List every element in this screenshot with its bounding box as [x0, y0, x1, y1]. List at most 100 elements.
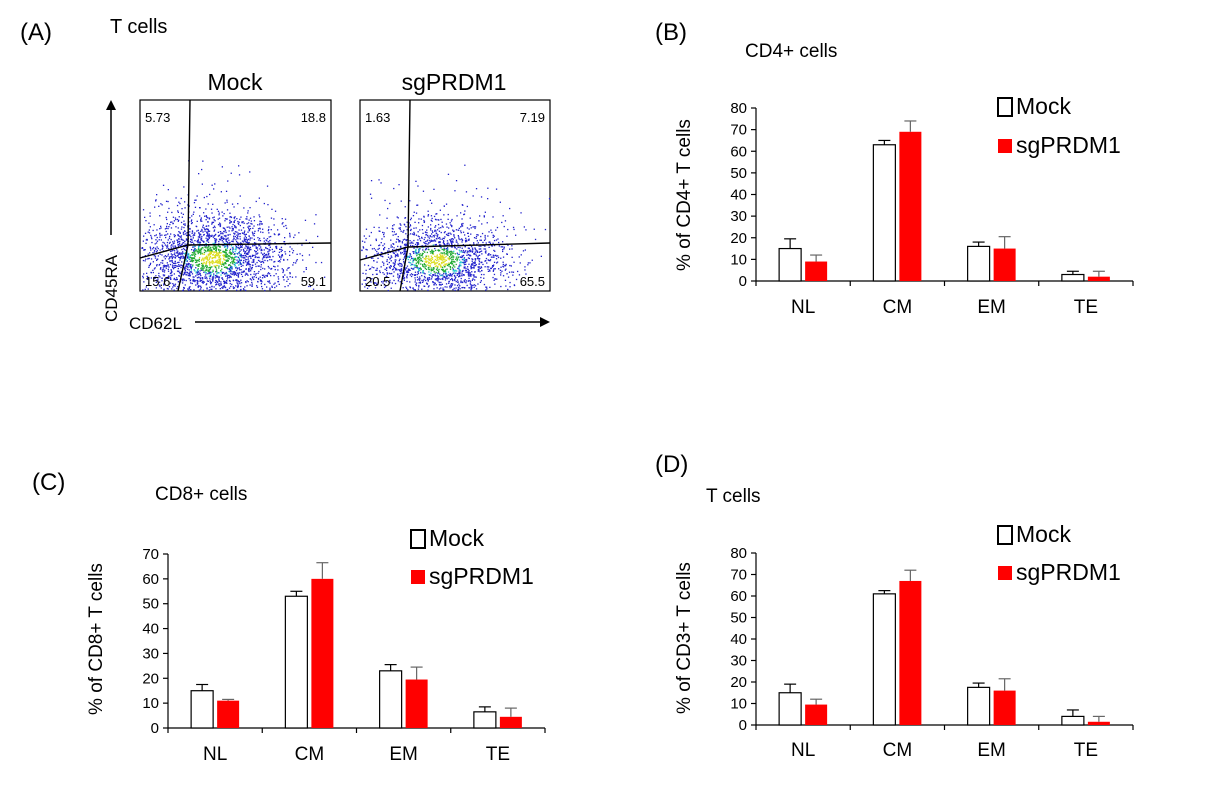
scatter-dot: [231, 258, 233, 260]
scatter-dot: [398, 184, 400, 186]
scatter-dot: [165, 256, 167, 258]
scatter-dot: [478, 245, 480, 247]
scatter-dot: [232, 223, 234, 226]
scatter-dot: [228, 226, 230, 228]
scatter-dot: [467, 253, 470, 256]
scatter-dot: [193, 276, 195, 278]
scatter-dot: [198, 272, 200, 274]
scatter-dot: [413, 233, 416, 235]
scatter-dot: [195, 264, 197, 266]
panel-b-y-tick-label: 40: [730, 187, 747, 204]
scatter-dot: [220, 233, 222, 235]
scatter-dot: [215, 249, 217, 251]
scatter-dot: [441, 262, 443, 265]
scatter-dot: [411, 233, 414, 235]
scatter-dot: [222, 278, 224, 280]
scatter-dot: [224, 242, 226, 245]
scatter-dot: [201, 168, 203, 171]
scatter-dot: [478, 251, 481, 253]
scatter-dot: [483, 283, 486, 286]
scatter-dot: [414, 257, 417, 260]
scatter-dot: [159, 236, 161, 238]
scatter-dot: [432, 274, 435, 276]
scatter-dot: [164, 255, 167, 257]
scatter-dot: [417, 288, 420, 290]
scatter-dot: [289, 254, 291, 256]
scatter-dot: [409, 287, 412, 289]
scatter-dot: [255, 256, 257, 258]
scatter-dot: [466, 227, 469, 229]
scatter-dot: [177, 252, 179, 254]
scatter-dot: [190, 264, 192, 266]
scatter-dot: [170, 270, 173, 272]
scatter-dot: [211, 263, 214, 265]
scatter-dot: [274, 286, 276, 289]
scatter-dot: [433, 236, 435, 238]
scatter-dot: [438, 241, 440, 243]
scatter-dot: [146, 278, 149, 280]
scatter-dot: [216, 254, 218, 256]
scatter-dot: [241, 221, 243, 223]
scatter-dot: [519, 262, 521, 264]
scatter-dot: [375, 282, 377, 284]
scatter-dot: [153, 249, 156, 252]
scatter-dot: [471, 258, 473, 260]
panel-c-y-tick-label: 30: [142, 645, 159, 662]
scatter-dot: [381, 255, 383, 257]
scatter-dot: [232, 246, 234, 248]
scatter-dot: [271, 248, 273, 251]
scatter-dot: [226, 241, 229, 243]
scatter-dot: [462, 281, 464, 283]
scatter-dot: [443, 257, 445, 260]
scatter-dot: [419, 240, 422, 242]
scatter-dot: [181, 248, 183, 251]
scatter-dot: [204, 230, 206, 232]
scatter-dot: [213, 237, 216, 240]
scatter-dot: [509, 207, 511, 210]
scatter-dot: [165, 200, 168, 202]
scatter-dot: [186, 253, 188, 255]
scatter-dot: [428, 258, 430, 261]
scatter-dot: [214, 281, 217, 284]
scatter-dot: [262, 260, 264, 262]
panel-b-x-label-te: TE: [1074, 297, 1098, 318]
scatter-dot: [248, 219, 250, 221]
scatter-dot: [227, 267, 229, 270]
scatter-dot: [213, 219, 215, 221]
scatter-dot: [416, 242, 418, 244]
scatter-dot: [403, 278, 405, 280]
scatter-dot: [183, 226, 185, 229]
scatter-dot: [462, 261, 464, 263]
scatter-dot: [199, 285, 202, 287]
scatter-dot: [451, 260, 453, 262]
scatter-dot: [432, 281, 434, 283]
scatter-dot: [222, 251, 224, 253]
scatter-dot: [225, 252, 227, 254]
scatter-dot: [225, 260, 228, 262]
panel-d-legend: Mock sgPRDM1: [997, 521, 1121, 585]
scatter-dot: [226, 288, 229, 291]
scatter-dot: [221, 235, 223, 238]
scatter-dot: [529, 262, 531, 264]
scatter-dot: [446, 244, 448, 246]
scatter-dot: [453, 269, 455, 271]
scatter-dot: [416, 255, 418, 257]
scatter-dot: [458, 253, 460, 255]
scatter-dot: [455, 241, 457, 243]
scatter-dot: [438, 241, 440, 244]
scatter-dot: [383, 243, 386, 245]
scatter-dot: [427, 226, 429, 228]
scatter-dot: [480, 196, 483, 198]
scatter-dot: [500, 272, 502, 274]
scatter-dot: [260, 231, 262, 233]
scatter-dot: [449, 268, 452, 270]
scatter-dot: [269, 259, 271, 261]
scatter-dot: [207, 231, 209, 233]
scatter-dot: [231, 256, 233, 258]
scatter-dot: [252, 245, 254, 247]
scatter-dot: [422, 270, 424, 272]
scatter-dot: [406, 274, 408, 276]
scatter-dot: [439, 253, 441, 255]
scatter-dot: [444, 244, 446, 246]
scatter-dot: [287, 267, 289, 269]
